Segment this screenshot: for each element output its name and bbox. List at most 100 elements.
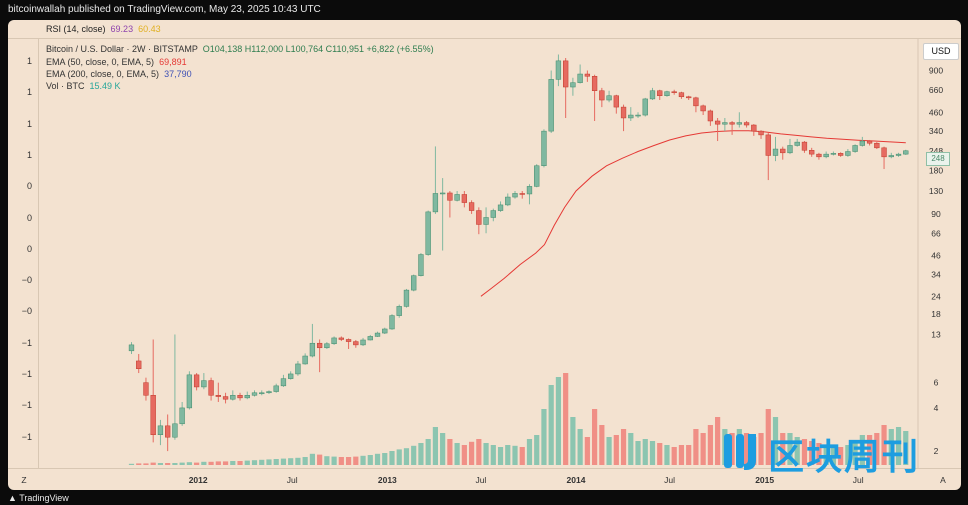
candle-body [374,332,381,337]
candle-body [722,122,728,125]
candle-body [635,114,641,117]
rsi-pane[interactable]: RSI (14, close) 69.23 60.43 [8,20,961,39]
candle-body [671,91,677,93]
volume-bar [772,417,779,465]
volume-bar [403,448,410,465]
candle-body [570,82,576,88]
legend-volume-row[interactable]: Vol · BTC 15.49 K [46,81,121,91]
candle-body [288,373,294,379]
legend-symbol[interactable]: Bitcoin / U.S. Dollar · 2W · BITSTAMP [46,44,198,54]
left-scale-label: 0 [26,212,32,223]
legend-symbol-row: Bitcoin / U.S. Dollar · 2W · BITSTAMP O1… [46,44,434,54]
candle-body [823,153,829,158]
volume-bar [852,441,858,465]
volume-bar [526,439,533,465]
candle-body [454,194,460,201]
volume-bar [830,447,837,465]
candle-body [143,382,149,396]
volume-bar [881,425,887,465]
price-tick-label: 24 [931,291,941,301]
volume-bar [280,458,287,465]
volume-bar [367,455,373,465]
volume-bar [201,461,207,465]
candle-body [353,341,359,346]
rsi-label: RSI (14, close) [46,24,106,34]
candle-body [852,145,858,152]
candle-body [186,374,193,409]
volume-bar [794,437,800,465]
tradingview-logo: ▲ TradingView [8,493,69,503]
volume-bar [454,443,460,465]
candle-body [845,151,851,156]
volume-bar [237,461,243,465]
candle-body [895,153,902,156]
zoom-reset-button[interactable]: Z [21,475,26,485]
volume-bar [548,385,554,465]
price-chart-svg[interactable]: 2461318243446669013018024834046066090020… [8,20,961,490]
volume-bar [425,439,431,465]
candle-body [396,306,402,316]
legend-ema50-label: EMA (50, close, 0, EMA, 5) [46,57,155,67]
volume-bar [338,457,344,465]
volume-bar [418,443,424,465]
volume-bar [273,459,279,465]
candle-body [577,73,583,83]
volume-bar [671,447,677,465]
candle-body [743,122,750,126]
candle-body [700,105,706,112]
candle-body [266,391,272,394]
volume-bar [657,443,663,465]
volume-bar [743,433,750,465]
volume-bar [150,462,156,465]
candle-body [273,385,279,392]
volume-bar [693,429,699,465]
time-axis-bar[interactable] [8,468,961,490]
volume-bar [266,459,272,465]
candle-body [859,140,865,146]
volume-bar [396,449,402,465]
candle-body [801,141,808,151]
candle-body [772,148,779,156]
candle-body [809,150,815,155]
candle-body [664,91,670,96]
candle-body [555,60,562,80]
candle-body [128,344,135,352]
volume-bar [845,445,851,465]
publisher-header: bitcoinwallah published on TradingView.c… [8,4,321,15]
candle-body [403,289,410,307]
candle-body [729,122,735,125]
candle-body [309,342,316,357]
auto-scale-button[interactable]: A [940,475,946,485]
volume-bar [468,441,475,465]
volume-bar [613,435,619,465]
candle-body [628,114,634,119]
price-tick-label: 460 [929,107,943,117]
rsi-value-1: 69.23 [110,24,134,34]
volume-bar [664,445,670,465]
candle-body [830,153,837,155]
candle-body [201,380,207,388]
volume-bar [447,439,453,465]
price-tick-label: 90 [931,209,941,219]
watermark-logo: 区块周刊 [720,428,950,482]
left-scale-label: −0 [21,275,32,286]
volume-bar [222,461,229,465]
candle-body [758,130,764,136]
left-scale-label: −1 [21,400,32,411]
candle-body [866,140,873,144]
legend-ema50-row[interactable]: EMA (50, close, 0, EMA, 5) 69,891 [46,57,187,67]
currency-selector[interactable]: USD [923,43,959,60]
legend-volume-value: 15.49 K [89,81,121,91]
candle-body [367,336,373,341]
volume-bar [382,453,388,465]
volume-bar [765,409,771,465]
volume-bar [309,453,315,465]
legend-volume-label: Vol · BTC [46,81,85,91]
volume-bar [432,427,439,465]
candle-body [302,355,308,365]
left-scale[interactable]: 1 1 1 1 0 0 0 −0 −0 −1 −1 −1 −1 [8,38,39,468]
volume-bar [374,453,381,465]
legend-ema200-row[interactable]: EMA (200, close, 0, EMA, 5) 37,790 [46,69,192,79]
candle-body [497,204,504,211]
price-tick-label: 900 [929,65,943,75]
